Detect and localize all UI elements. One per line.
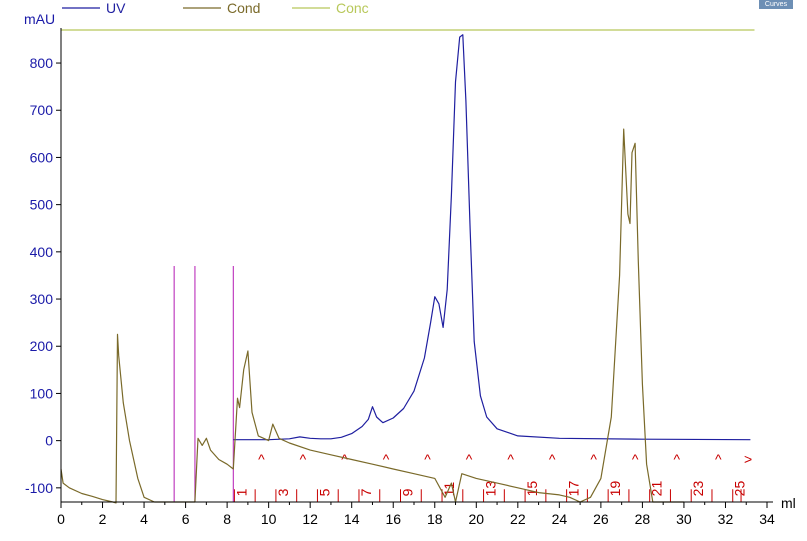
fraction-label: 19 (607, 481, 623, 497)
y-tick-label: -100 (25, 480, 53, 496)
y-axis-unit: mAU (24, 11, 55, 27)
fraction-marks: 1^3^5^7^9^11^13^15^17^19^21^23^25> (233, 451, 752, 502)
fraction-label: > (744, 451, 752, 467)
fraction-label: 3 (275, 488, 291, 496)
fraction-label: ^ (466, 451, 473, 467)
injection-marks (174, 266, 233, 502)
fraction-label: ^ (341, 451, 348, 467)
legend: UV Cond Conc (62, 0, 369, 16)
fraction-label: 9 (400, 488, 416, 496)
fraction-label: ^ (300, 451, 307, 467)
x-tick-label: 8 (223, 511, 231, 527)
x-tick-label: 10 (261, 511, 277, 527)
series-layer (61, 30, 755, 503)
y-tick-label: 300 (30, 291, 54, 307)
fraction-label: ^ (590, 451, 597, 467)
x-tick-label: 34 (759, 511, 775, 527)
fraction-label: ^ (507, 451, 514, 467)
x-tick-label: 20 (469, 511, 485, 527)
fraction-label: 25 (732, 481, 748, 497)
x-tick-label: 30 (676, 511, 692, 527)
x-tick-label: 14 (344, 511, 360, 527)
y-tick-label: 400 (30, 244, 54, 260)
fraction-label: 15 (524, 481, 540, 497)
fraction-label: 1 (233, 488, 249, 496)
y-tick-label: 700 (30, 102, 54, 118)
series-uv-line (233, 35, 750, 440)
fraction-label: 17 (566, 481, 582, 497)
legend-label-conc: Conc (336, 0, 369, 16)
y-tick-label: 800 (30, 55, 54, 71)
fraction-label: 23 (690, 481, 706, 497)
x-tick-label: 28 (635, 511, 651, 527)
x-tick-label: 24 (552, 511, 568, 527)
fraction-label: 7 (358, 488, 374, 496)
x-tick-label: 2 (99, 511, 107, 527)
y-tick-label: 600 (30, 149, 54, 165)
fraction-label: ^ (258, 451, 265, 467)
fraction-label: ^ (632, 451, 639, 467)
x-axis-unit: ml (781, 495, 796, 511)
x-tick-label: 12 (302, 511, 318, 527)
x-tick-label: 16 (385, 511, 401, 527)
fraction-label: 5 (316, 488, 332, 496)
fraction-label: ^ (549, 451, 556, 467)
legend-label-uv: UV (106, 0, 126, 16)
y-tick-label: 100 (30, 385, 54, 401)
x-tick-label: 4 (140, 511, 148, 527)
x-tick-label: 32 (718, 511, 734, 527)
legend-label-cond: Cond (227, 0, 260, 16)
x-tick-label: 22 (510, 511, 526, 527)
fraction-label: ^ (424, 451, 431, 467)
y-tick-label: 500 (30, 197, 54, 213)
x-tick-label: 18 (427, 511, 443, 527)
fraction-label: ^ (383, 451, 390, 467)
fraction-label: ^ (673, 451, 680, 467)
fraction-label: ^ (715, 451, 722, 467)
x-tick-label: 6 (182, 511, 190, 527)
x-tick-label: 0 (57, 511, 65, 527)
x-tick-label: 26 (593, 511, 609, 527)
y-tick-label: 0 (45, 433, 53, 449)
series-cond-line (61, 129, 684, 503)
y-tick-label: 200 (30, 338, 54, 354)
